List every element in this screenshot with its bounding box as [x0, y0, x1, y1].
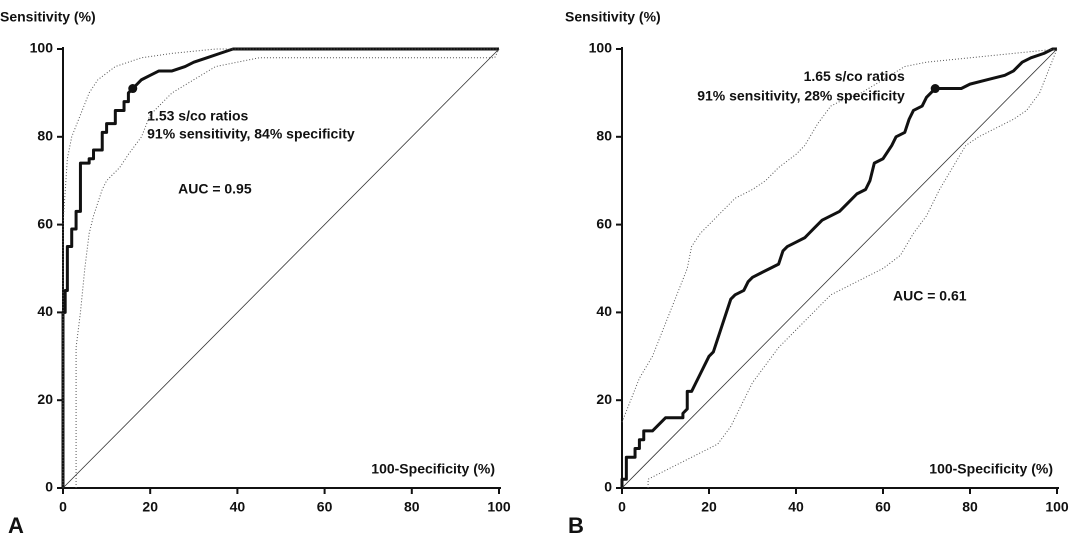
roc-curve	[61, 47, 499, 488]
annotation: 1.65 s/co ratios	[804, 68, 905, 84]
roc-curve	[62, 48, 500, 489]
x-tick-label: 20	[701, 499, 717, 515]
confidence-band	[75, 48, 500, 488]
y-tick-label: 20	[37, 391, 53, 407]
y-tick-label: 0	[604, 479, 612, 495]
y-axis-label: Sensitivity (%)	[565, 9, 661, 25]
x-tick-label: 40	[230, 499, 246, 515]
y-tick-label: 20	[596, 391, 612, 407]
annotation: AUC = 0.95	[178, 181, 252, 197]
x-tick-label: 80	[962, 499, 978, 515]
x-tick-label: 60	[875, 499, 891, 515]
confidence-band	[647, 48, 1058, 488]
x-tick-label: 40	[788, 499, 804, 515]
y-tick-label: 80	[37, 128, 53, 144]
y-tick-label: 0	[45, 479, 53, 495]
annotation: AUC = 0.61	[893, 288, 967, 304]
panel-label: A	[8, 513, 24, 538]
confidence-band	[62, 48, 499, 488]
y-tick-label: 60	[37, 215, 53, 231]
annotation: 91% sensitivity, 84% specificity	[147, 126, 355, 142]
y-tick-label: 80	[596, 128, 612, 144]
y-tick-label: 60	[596, 215, 612, 231]
annotation: 91% sensitivity, 28% specificity	[697, 88, 905, 104]
roc-curve	[620, 47, 1057, 488]
y-tick-label: 100	[30, 40, 54, 56]
confidence-band	[621, 48, 1058, 423]
x-tick-label: 0	[618, 499, 626, 515]
x-tick-label: 60	[317, 499, 333, 515]
panel-label: B	[568, 513, 584, 538]
x-tick-label: 100	[487, 499, 511, 515]
y-axis-label: Sensitivity (%)	[0, 9, 96, 25]
x-tick-label: 100	[1045, 499, 1069, 515]
roc-curve	[621, 48, 1058, 489]
x-axis-label: 100-Specificity (%)	[929, 461, 1053, 477]
y-tick-label: 40	[596, 303, 612, 319]
x-tick-label: 20	[142, 499, 158, 515]
annotation: 1.53 s/co ratios	[147, 108, 248, 124]
y-tick-label: 100	[589, 40, 613, 56]
y-tick-label: 40	[37, 303, 53, 319]
cutoff-point	[930, 84, 940, 94]
x-axis-label: 100-Specificity (%)	[371, 461, 495, 477]
cutoff-point	[128, 84, 138, 94]
x-tick-label: 80	[404, 499, 420, 515]
x-tick-label: 0	[59, 499, 67, 515]
